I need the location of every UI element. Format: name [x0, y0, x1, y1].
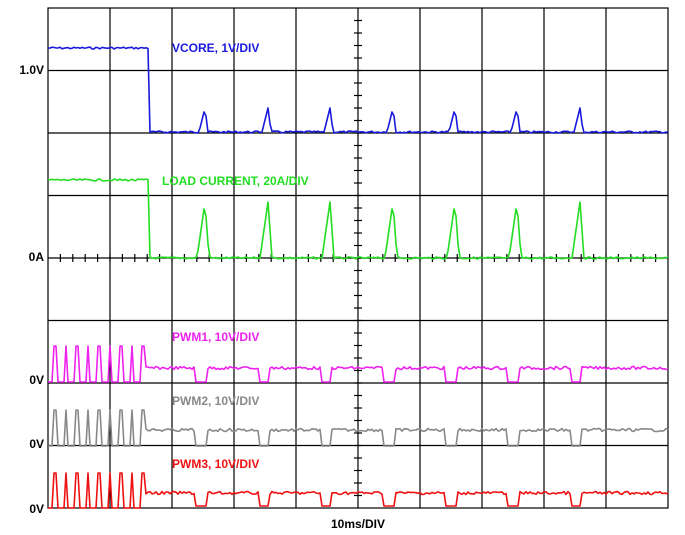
pwm2-label: PWM2, 10V/DIV: [172, 394, 259, 408]
pwm1-label: PWM1, 10V/DIV: [172, 330, 259, 344]
traces: [47, 46, 669, 509]
load-label: LOAD CURRENT, 20A/DIV: [162, 174, 309, 188]
pwm1-trace: [48, 345, 669, 383]
pwm1-level: 0V: [29, 373, 44, 387]
vcore-level: 1.0V: [19, 63, 44, 77]
vcore-trace: [47, 46, 669, 134]
pwm2-level: 0V: [29, 437, 44, 451]
pwm3-level: 0V: [29, 502, 44, 516]
pwm3-trace: [48, 472, 669, 509]
time-scale: 10ms/DIV: [331, 517, 385, 531]
load-trace: [47, 178, 669, 260]
vcore-label: VCORE, 1V/DIV: [172, 41, 259, 55]
pwm2-trace: [48, 409, 669, 447]
load-level: 0A: [29, 250, 45, 264]
pwm3-label: PWM3, 10V/DIV: [172, 457, 259, 471]
